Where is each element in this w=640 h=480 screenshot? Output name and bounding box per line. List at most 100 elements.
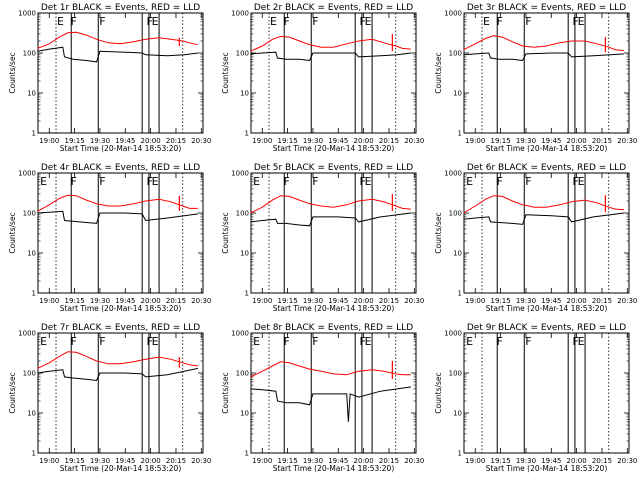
x-tick-label: 20:00: [141, 137, 161, 145]
panel-title: Det 8r BLACK = Events, RED = LLD: [254, 323, 413, 333]
lld-series-line: [37, 351, 198, 369]
lld-series-line: [37, 31, 199, 49]
region-marker-e: E: [40, 335, 47, 348]
y-tick-label: 1: [458, 290, 462, 298]
region-marker-f: F: [573, 15, 579, 28]
y-tick-label: 100: [23, 370, 36, 378]
y-tick-label: 1000: [18, 330, 36, 338]
y-tick-label: 1000: [231, 330, 249, 338]
region-marker-e: E: [40, 175, 47, 188]
region-marker-f: F: [147, 175, 153, 188]
panel-det-6r: Det 6r BLACK = Events, RED = LLD 1 10 100 10…: [434, 163, 637, 313]
x-tick-label: 20:00: [141, 457, 161, 465]
region-marker-e: E: [365, 335, 372, 348]
x-tick-label: 20:30: [191, 297, 211, 305]
x-tick-label: 20:00: [354, 137, 374, 145]
x-tick-label: 20:15: [379, 137, 399, 145]
y-tick-label: 1000: [444, 330, 462, 338]
plot-frame: [463, 332, 630, 454]
region-marker-e: E: [466, 335, 473, 348]
x-tick-label: 19:15: [278, 137, 298, 145]
panel-det-2r: Det 2r BLACK = Events, RED = LLD 1 10 100 10…: [221, 3, 424, 153]
region-marker-f: F: [525, 335, 531, 348]
x-tick-label: 19:00: [252, 297, 272, 305]
panel-title: Det 1r BLACK = Events, RED = LLD: [41, 3, 200, 13]
x-tick-label: 19:00: [252, 137, 272, 145]
y-tick-label: 1: [32, 290, 36, 298]
panel-det-5r: Det 5r BLACK = Events, RED = LLD 1 10 100 10…: [221, 163, 424, 313]
x-axis-label: Start Time (20-Mar-14 18:53:20): [60, 144, 182, 153]
x-tick-label: 20:15: [379, 457, 399, 465]
y-tick-label: 10: [27, 250, 36, 258]
x-axis-label: Start Time (20-Mar-14 18:53:20): [273, 464, 395, 473]
x-tick-label: 20:00: [141, 297, 161, 305]
region-marker-f: F: [525, 15, 531, 28]
y-tick-label: 1: [458, 130, 462, 138]
panel-title: Det 5r BLACK = Events, RED = LLD: [254, 163, 413, 173]
y-tick-label: 10: [240, 410, 249, 418]
lld-series-line: [250, 361, 411, 378]
x-tick-label: 19:15: [278, 297, 298, 305]
x-tick-label: 19:45: [328, 137, 348, 145]
region-marker-f: F: [71, 335, 77, 348]
x-axis-label: Start Time (20-Mar-14 18:53:20): [60, 304, 182, 313]
y-axis-label: Counts/sec: [434, 372, 443, 413]
region-marker-f: F: [284, 175, 290, 188]
region-marker-e: E: [578, 175, 585, 188]
x-tick-label: 19:45: [328, 457, 348, 465]
x-tick-label: 19:30: [516, 457, 536, 465]
x-tick-label: 19:00: [39, 297, 59, 305]
x-tick-label: 20:00: [354, 457, 374, 465]
panel-title: Det 2r BLACK = Events, RED = LLD: [254, 3, 413, 13]
y-tick-label: 10: [27, 90, 36, 98]
region-marker-e: E: [57, 15, 64, 28]
y-axis-label: Counts/sec: [8, 52, 17, 93]
x-tick-label: 20:30: [617, 137, 637, 145]
y-tick-label: 10: [453, 410, 462, 418]
x-tick-label: 19:45: [541, 457, 561, 465]
region-marker-f: F: [573, 335, 579, 348]
y-tick-label: 1000: [231, 170, 249, 178]
x-tick-label: 20:30: [404, 137, 424, 145]
x-tick-label: 20:00: [567, 457, 587, 465]
events-series-line: [463, 52, 624, 62]
lld-series-line: [463, 35, 624, 52]
y-axis-label: Counts/sec: [221, 372, 230, 413]
panel-det-3r: Det 3r BLACK = Events, RED = LLD 1 10 100 10…: [434, 3, 637, 153]
x-tick-label: 19:45: [115, 137, 135, 145]
x-tick-label: 20:30: [617, 297, 637, 305]
x-tick-label: 19:15: [278, 457, 298, 465]
region-marker-f: F: [312, 15, 318, 28]
x-tick-label: 19:00: [465, 297, 485, 305]
region-marker-f: F: [71, 175, 77, 188]
x-tick-label: 19:15: [65, 457, 85, 465]
panel-title: Det 6r BLACK = Events, RED = LLD: [467, 163, 626, 173]
y-axis-label: Counts/sec: [8, 372, 17, 413]
region-marker-f: F: [497, 175, 503, 188]
events-series-line: [250, 386, 411, 422]
region-marker-f: F: [99, 335, 105, 348]
y-tick-label: 10: [240, 90, 249, 98]
y-tick-label: 1: [458, 450, 462, 458]
panel-det-1r: Det 1r BLACK = Events, RED = LLD 1 10 100 10…: [8, 3, 211, 153]
region-marker-f: F: [99, 175, 105, 188]
events-series-line: [37, 46, 198, 63]
x-axis-label: Start Time (20-Mar-14 18:53:20): [486, 144, 608, 153]
y-axis-label: Counts/sec: [221, 212, 230, 253]
region-marker-f: F: [525, 175, 531, 188]
y-tick-label: 100: [236, 370, 249, 378]
x-tick-label: 19:45: [328, 297, 348, 305]
region-marker-e: E: [578, 15, 585, 28]
region-marker-e: E: [253, 335, 260, 348]
x-tick-label: 20:30: [404, 297, 424, 305]
region-marker-e: E: [253, 175, 260, 188]
lld-series-line: [250, 35, 411, 52]
events-series-line: [250, 212, 411, 227]
x-tick-label: 19:00: [465, 137, 485, 145]
y-tick-label: 1: [32, 450, 36, 458]
x-tick-label: 19:00: [39, 137, 59, 145]
region-marker-e: E: [483, 15, 490, 28]
x-tick-label: 19:45: [115, 457, 135, 465]
plot-frame: [250, 12, 417, 134]
